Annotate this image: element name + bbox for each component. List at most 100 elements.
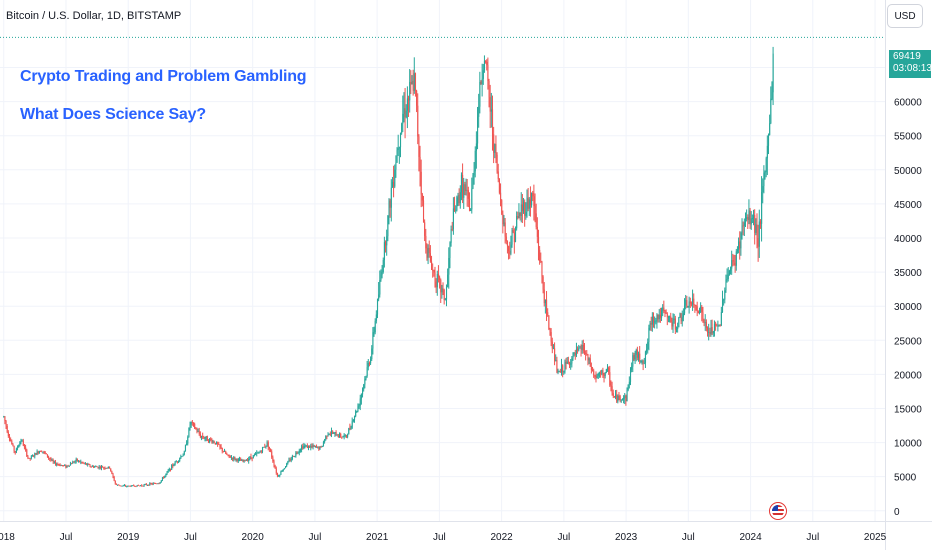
candle-body: [183, 451, 185, 455]
candle-body: [578, 348, 580, 351]
candle-body: [214, 442, 216, 445]
candle-body: [559, 371, 561, 373]
candle-body: [342, 436, 344, 438]
candle-body: [38, 451, 40, 454]
candle-body: [311, 446, 313, 447]
candle-body: [10, 439, 12, 442]
candle-body: [42, 451, 44, 453]
candle-body: [137, 485, 139, 486]
candle-body: [368, 363, 371, 364]
candle-body: [705, 322, 707, 328]
candle-body: [226, 453, 228, 455]
candle-body: [105, 467, 107, 469]
candle-body: [374, 321, 376, 333]
candle-body: [4, 416, 6, 422]
candle-body: [98, 466, 100, 469]
symbol-label[interactable]: Bitcoin / U.S. Dollar, 1D, BITSTAMP: [6, 10, 182, 22]
candle-body: [312, 445, 314, 447]
candle-body: [265, 445, 267, 448]
candle-body: [471, 188, 473, 210]
x-tick-label: Jul: [557, 532, 570, 543]
y-tick-label: 35000: [894, 268, 922, 279]
candle-body: [233, 457, 235, 460]
candle-body: [160, 480, 162, 483]
candle-body: [321, 445, 323, 448]
candle-body: [245, 459, 247, 461]
candle-body: [452, 208, 454, 230]
candle-body: [209, 438, 211, 442]
currency-button[interactable]: USD: [887, 4, 923, 28]
candle-body: [140, 485, 142, 487]
candle-body: [487, 65, 489, 81]
candle-body: [405, 110, 407, 118]
candle-body: [92, 466, 95, 468]
candle-body: [120, 485, 122, 487]
candle-body: [49, 457, 51, 460]
candle-body: [687, 307, 689, 308]
candle-body: [143, 484, 145, 487]
candle-body: [448, 258, 450, 275]
candle-body: [595, 376, 597, 379]
candle-body: [467, 190, 469, 199]
candle-body: [552, 348, 555, 350]
candle-body: [340, 434, 342, 437]
candle-body: [56, 464, 58, 466]
candle-body: [661, 311, 663, 318]
candle-body: [692, 298, 694, 305]
candle-body: [192, 422, 195, 424]
candle-body: [550, 332, 552, 342]
candle-body: [134, 486, 136, 487]
candle-body: [306, 445, 308, 449]
candle-body: [215, 442, 218, 445]
candle-body: [165, 473, 167, 476]
candle-body: [356, 411, 358, 412]
candle-body: [31, 455, 34, 457]
candle-body: [695, 305, 697, 307]
candle-body: [459, 192, 461, 204]
candle-body: [17, 447, 19, 449]
us-flag-icon[interactable]: [769, 502, 787, 520]
candle-body: [310, 446, 312, 448]
candle-body: [22, 440, 24, 446]
candle-body: [473, 171, 475, 176]
candle-body: [376, 299, 379, 315]
candle-body: [113, 476, 115, 481]
candle-body: [610, 385, 612, 387]
candle-body: [63, 465, 65, 467]
candle-body: [589, 358, 591, 367]
candle-body: [375, 314, 377, 322]
candle-body: [505, 236, 507, 242]
candle-body: [106, 467, 108, 469]
candle-body: [554, 348, 556, 362]
candle-body: [222, 451, 224, 452]
candle-body: [390, 187, 392, 208]
candle-body: [236, 458, 238, 461]
candle-body: [153, 483, 155, 484]
candle-body: [450, 229, 452, 243]
candle-body: [330, 431, 333, 434]
candle-body: [282, 469, 284, 472]
candle-body: [149, 483, 151, 486]
candle-body: [564, 361, 566, 372]
candle-body: [161, 477, 164, 481]
candle-body: [742, 225, 744, 227]
candle-body: [620, 399, 622, 401]
candle-body: [410, 81, 412, 85]
candle-body: [250, 456, 252, 458]
candle-body: [766, 145, 768, 159]
candle-body: [203, 437, 205, 439]
candle-body: [506, 241, 509, 247]
candle-body: [562, 365, 564, 373]
candle-body: [65, 465, 67, 468]
candle-body: [349, 428, 351, 430]
candle-body: [176, 461, 178, 463]
candle-body: [251, 457, 253, 459]
candle-body: [573, 352, 575, 354]
candle-body: [704, 322, 706, 323]
candle-body: [689, 301, 691, 304]
x-tick-label: 2018: [0, 532, 15, 543]
candle-body: [463, 184, 465, 198]
candle-body: [688, 301, 690, 308]
candle-body: [29, 458, 31, 459]
